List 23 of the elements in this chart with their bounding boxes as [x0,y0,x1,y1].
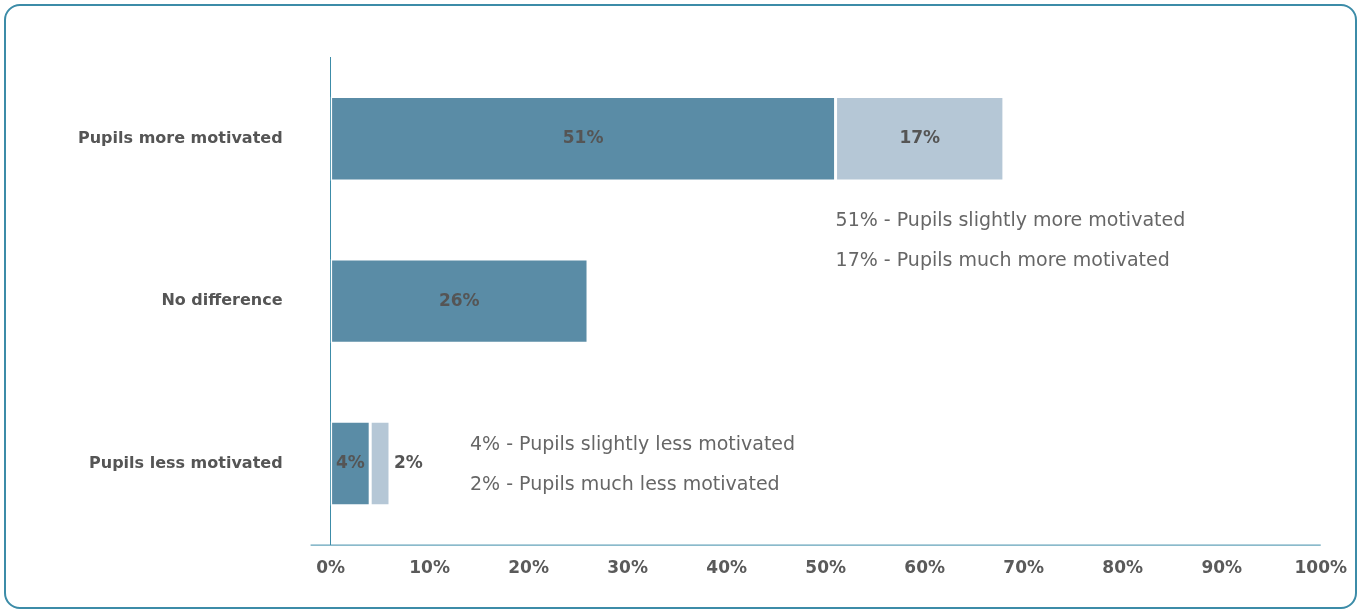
y-tick-label: Pupils less motivated [89,452,283,472]
data-label: 26% [438,289,480,310]
x-tick-label: 70% [1003,557,1045,578]
x-tick-label: 10% [409,557,450,578]
x-tick-label: 40% [706,557,747,578]
data-label: 4% [335,451,365,472]
x-tick-label: 50% [805,557,847,578]
annotation: 17% - Pupils much more motivated [835,247,1170,270]
x-tick-label: 60% [904,557,946,578]
data-label: 51% [562,127,604,148]
annotation: 2% - Pupils much less motivated [470,472,780,495]
annotation: 51% - Pupils slightly more motivated [835,207,1186,230]
x-tick-label: 100% [1294,557,1348,578]
x-tick-label: 0% [316,557,346,578]
x-tick-label: 90% [1201,557,1243,578]
data-label: 2% [394,451,423,472]
x-tick-label: 30% [607,557,648,578]
y-tick-label: Pupils more motivated [77,127,283,147]
x-tick-label: 20% [508,557,549,578]
data-label: 17% [899,127,941,148]
x-tick-label: 80% [1102,557,1144,578]
y-tick-label: No difference [161,290,283,310]
annotation: 4% - Pupils slightly less motivated [470,432,796,455]
